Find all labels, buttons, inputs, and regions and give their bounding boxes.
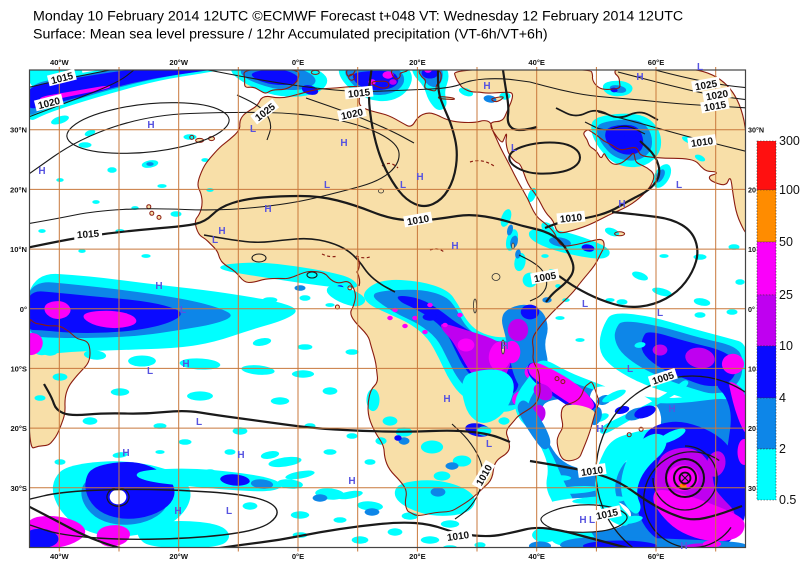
svg-text:40°W: 40°W <box>50 552 69 561</box>
svg-text:1015: 1015 <box>347 87 371 100</box>
svg-text:L: L <box>697 62 703 73</box>
svg-text:1025: 1025 <box>694 79 718 94</box>
svg-text:H: H <box>237 450 244 461</box>
svg-text:H: H <box>596 424 603 435</box>
svg-text:30°N: 30°N <box>10 126 27 135</box>
svg-text:H: H <box>668 404 675 415</box>
svg-text:40°E: 40°E <box>528 552 545 561</box>
svg-text:H: H <box>38 166 45 177</box>
svg-text:H: H <box>218 226 225 237</box>
svg-text:L: L <box>196 417 202 428</box>
svg-text:1010: 1010 <box>690 136 714 150</box>
svg-text:10: 10 <box>748 364 756 373</box>
svg-text:H: H <box>174 506 181 517</box>
svg-text:H: H <box>340 138 347 149</box>
svg-text:20: 20 <box>748 424 756 433</box>
svg-text:1010: 1010 <box>559 212 583 225</box>
svg-text:L: L <box>676 180 682 191</box>
svg-text:60°E: 60°E <box>648 58 665 67</box>
svg-text:1010: 1010 <box>446 530 470 544</box>
svg-text:1020: 1020 <box>37 96 62 112</box>
svg-text:40°E: 40°E <box>528 58 545 67</box>
svg-text:20°N: 20°N <box>10 185 27 194</box>
svg-text:H: H <box>579 515 586 526</box>
svg-text:L: L <box>400 180 406 191</box>
svg-text:10°S: 10°S <box>10 364 27 373</box>
svg-text:H: H <box>264 204 271 215</box>
svg-text:20°W: 20°W <box>169 58 188 67</box>
svg-text:10: 10 <box>748 245 756 254</box>
svg-text:L: L <box>486 439 492 450</box>
svg-text:0°E: 0°E <box>292 58 304 67</box>
svg-text:H: H <box>443 394 450 405</box>
svg-text:H: H <box>155 281 162 292</box>
svg-text:L: L <box>226 506 232 517</box>
svg-text:L: L <box>180 305 186 316</box>
svg-text:H: H <box>483 81 490 92</box>
svg-text:1015: 1015 <box>77 229 100 242</box>
svg-text:H: H <box>416 172 423 183</box>
svg-text:L: L <box>147 366 153 377</box>
svg-text:300: 300 <box>779 134 800 148</box>
svg-text:1005: 1005 <box>533 271 557 286</box>
svg-text:30: 30 <box>748 484 756 493</box>
svg-text:20°W: 20°W <box>169 552 188 561</box>
svg-text:L: L <box>511 143 517 154</box>
svg-text:H: H <box>680 541 687 552</box>
svg-text:Monday 10 February 2014 12UTC: Monday 10 February 2014 12UTC ©ECMWF For… <box>33 9 683 25</box>
svg-text:2: 2 <box>779 442 786 456</box>
svg-text:1015: 1015 <box>595 507 619 522</box>
svg-text:1020: 1020 <box>340 107 364 122</box>
svg-text:30°S: 30°S <box>10 484 27 493</box>
svg-text:L: L <box>589 515 595 526</box>
svg-text:L: L <box>627 364 633 375</box>
svg-text:H: H <box>348 476 355 487</box>
svg-text:10: 10 <box>779 339 793 353</box>
svg-text:H: H <box>182 359 189 370</box>
svg-text:1010: 1010 <box>406 214 430 229</box>
svg-text:4: 4 <box>779 391 786 405</box>
svg-text:L: L <box>250 124 256 135</box>
svg-text:H: H <box>147 120 154 131</box>
svg-text:H: H <box>501 341 508 352</box>
svg-text:0°: 0° <box>20 305 27 314</box>
svg-text:30°N: 30°N <box>748 126 764 135</box>
svg-text:60°E: 60°E <box>648 552 665 561</box>
svg-text:20: 20 <box>748 185 756 194</box>
svg-text:1015: 1015 <box>703 100 727 115</box>
svg-text:1015: 1015 <box>50 71 75 87</box>
svg-text:0°: 0° <box>748 305 755 314</box>
svg-text:25: 25 <box>779 288 793 302</box>
svg-text:20°E: 20°E <box>409 552 426 561</box>
svg-text:L: L <box>324 180 330 191</box>
svg-text:L: L <box>657 308 663 319</box>
svg-text:0°E: 0°E <box>292 552 304 561</box>
svg-text:100: 100 <box>779 183 800 197</box>
svg-text:1010: 1010 <box>580 465 604 479</box>
svg-text:20°E: 20°E <box>409 58 426 67</box>
svg-text:50: 50 <box>779 235 793 249</box>
svg-text:L: L <box>212 235 218 246</box>
svg-text:40°W: 40°W <box>50 58 69 67</box>
svg-text:H: H <box>636 72 643 83</box>
svg-text:L: L <box>582 299 588 310</box>
svg-text:0.5: 0.5 <box>779 493 796 507</box>
svg-text:10°N: 10°N <box>10 245 27 254</box>
svg-text:20°S: 20°S <box>10 424 27 433</box>
svg-text:H: H <box>618 199 625 210</box>
svg-text:H: H <box>451 241 458 252</box>
svg-text:Surface: Mean sea level pressu: Surface: Mean sea level pressure / 12hr … <box>33 27 548 43</box>
svg-text:H: H <box>122 448 129 459</box>
